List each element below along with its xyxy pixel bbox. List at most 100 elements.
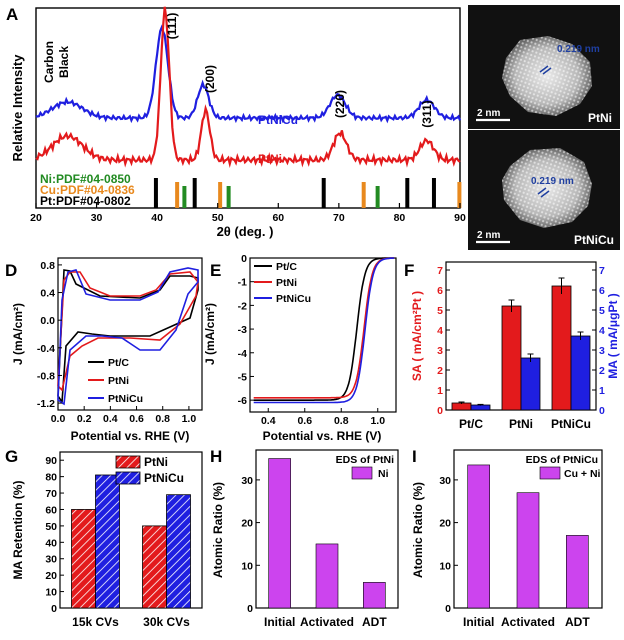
xrd-x-tick-label: 30	[91, 212, 103, 224]
lsv-y-label: J (mA/cm²)	[203, 303, 217, 365]
eds-ptnicu-bar	[566, 535, 589, 609]
lattice-marker-b	[539, 65, 549, 73]
lsv-x-label: Potential vs. RHE (V)	[263, 429, 382, 443]
eds-ptni-bars: Initial Activated ADT	[264, 458, 387, 629]
eds-ptnicu-category-label: Activated	[501, 615, 555, 629]
scale-label-c: 2 nm	[477, 230, 500, 241]
xrd-reference-lines	[153, 178, 462, 208]
lattice-fringes-b	[502, 36, 592, 116]
ref-cu-label: Cu:PDF#04-0836	[40, 183, 135, 197]
bar-ma	[520, 357, 541, 411]
retention-legend-ptnicu: PtNiCu	[144, 471, 184, 485]
peak-311-label: (311)	[420, 100, 434, 127]
ma-axis-label: MA ( mA/μgPt )	[606, 293, 620, 379]
black-label: Black	[57, 46, 71, 78]
retention-y-tick-label: 70	[45, 488, 57, 500]
xrd-x-tick-label: 60	[272, 212, 284, 224]
retention-frame	[59, 451, 203, 609]
lsv-series-ptnicu	[253, 257, 395, 404]
cv-x-tick-label: 0.2	[77, 413, 92, 425]
lattice-marker-b2	[542, 67, 552, 75]
cv-legend-ptc: Pt/C	[108, 357, 129, 369]
retention-y-tick-label: 30	[45, 554, 57, 566]
sa-tick-label: 0	[437, 405, 443, 417]
bar-sa	[501, 305, 522, 411]
xrd-x-tick-label: 80	[394, 212, 406, 224]
panel-label-g: G	[5, 447, 18, 466]
eds-ptni-axes: 0 10 20 30	[241, 475, 260, 615]
activity-chart: Pt/C PtNi PtNiCu 0 1 2 3 4 5 6 7 0 1 2 3 4 5 6 7 SA ( mA/…	[410, 261, 620, 431]
ma-tick-label: 3	[599, 345, 605, 357]
cv-y-tick-label: 0.8	[40, 260, 55, 272]
stem-image-ptnicu: 0.219 nm 2 nm PtNiCu	[468, 130, 620, 250]
eds-ptnicu-y-tick-label: 0	[445, 603, 451, 615]
cv-y-tick-label: -0.8	[37, 370, 55, 382]
eds-ptnicu-axes: 0 10 20 30	[439, 475, 458, 615]
retention-legend-swatch-ptnicu	[115, 471, 141, 485]
sa-tick-label: 4	[437, 325, 443, 337]
bar-sa	[451, 402, 472, 411]
eds-ptni-y-tick-label: 0	[247, 603, 253, 615]
lsv-x-tick-label: 0.8	[334, 415, 349, 427]
xrd-y-label: Relative Intensity	[10, 54, 25, 162]
cv-x-tick-label: 1.0	[182, 413, 197, 425]
sa-tick-label: 7	[437, 265, 443, 277]
panel-label-f: F	[404, 261, 414, 280]
retention-category-label: 15k CVs	[72, 615, 119, 629]
cv-y-tick-label: -0.4	[37, 343, 55, 355]
activity-bars: Pt/C PtNi PtNiCu	[451, 277, 591, 431]
eds-ptni-y-tick-label: 10	[241, 560, 253, 572]
peak-111-label: (111)	[165, 13, 179, 40]
retention-y-label: MA Retention (%)	[11, 481, 25, 580]
retention-y-tick-label: 60	[45, 504, 57, 516]
lattice-spacing-c: 0.219 nm	[531, 176, 574, 187]
cv-series-ptnicu	[57, 267, 199, 406]
sa-tick-label: 6	[437, 285, 443, 297]
eds-ptnicu-y-tick-label: 30	[439, 475, 451, 487]
stem-image-ptni: 0.219 nm 2 nm PtNi	[468, 5, 620, 129]
sa-tick-label: 5	[437, 305, 443, 317]
ma-tick-label: 5	[599, 305, 605, 317]
ref-ni-label: Ni:PDF#04-0850	[40, 172, 131, 186]
eds-ptnicu-bar	[467, 464, 490, 609]
cv-x-label: Potential vs. RHE (V)	[71, 429, 190, 443]
ma-tick-label: 6	[599, 285, 605, 297]
eds-ptnicu-legend: Cu + Ni	[564, 468, 601, 480]
cv-chart: 0.0 0.2 0.4 0.6 0.8 1.00.80.40.0-0.4-0.8-1.2 …	[11, 257, 203, 443]
retention-bar-ptnicu	[95, 474, 120, 609]
lsv-legend-ptnicu: PtNiCu	[276, 293, 311, 305]
activity-category-label: PtNi	[509, 417, 533, 431]
xrd-chart: 20 30 40 50 60 70 80 90 Carbon Black (111) (200…	[10, 6, 466, 239]
panel-label-a: A	[6, 5, 18, 24]
eds-ptni-category-label: Activated	[300, 615, 354, 629]
retention-y-tick-label: 40	[45, 537, 57, 549]
xrd-x-axis: 20 30 40 50 60 70 80 90	[30, 203, 466, 224]
sa-tick-label: 1	[437, 385, 443, 397]
retention-bars: 15k CVs 30k CVs	[71, 474, 191, 629]
cv-legend-ptnicu: PtNiCu	[108, 393, 143, 405]
panel-label-d: D	[5, 261, 17, 280]
panel-label-e: E	[210, 261, 221, 280]
activity-category-label: PtNiCu	[551, 417, 591, 431]
bar-ma	[570, 335, 591, 411]
eds-ptnicu-title: EDS of PtNiCu	[526, 454, 598, 466]
stem-label-c: PtNiCu	[574, 233, 614, 247]
eds-ptni-category-label: ADT	[362, 615, 387, 629]
lsv-y-tick-label: -5	[238, 371, 247, 383]
lsv-x-tick-label: 1.0	[370, 415, 385, 427]
eds-ptnicu-category-label: ADT	[565, 615, 590, 629]
lattice-marker-c	[537, 187, 547, 195]
eds-ptnicu-bar	[516, 492, 540, 609]
cv-series-ptni	[57, 271, 199, 392]
lattice-spacing-b: 0.219 nm	[557, 44, 600, 55]
eds-ptni-bar	[363, 582, 386, 609]
panel-label-h: H	[210, 447, 222, 466]
eds-ptni-title: EDS of PtNi	[336, 454, 394, 466]
retention-axes: 0 10 20 30 40 50 60 70 80 90	[45, 455, 64, 615]
lattice-marker-c2	[540, 190, 550, 198]
cv-series-ptc	[57, 269, 199, 405]
eds-ptni-legend: Ni	[378, 468, 389, 480]
retention-y-tick-label: 90	[45, 455, 57, 467]
lsv-x-tick-label: 0.6	[297, 415, 312, 427]
